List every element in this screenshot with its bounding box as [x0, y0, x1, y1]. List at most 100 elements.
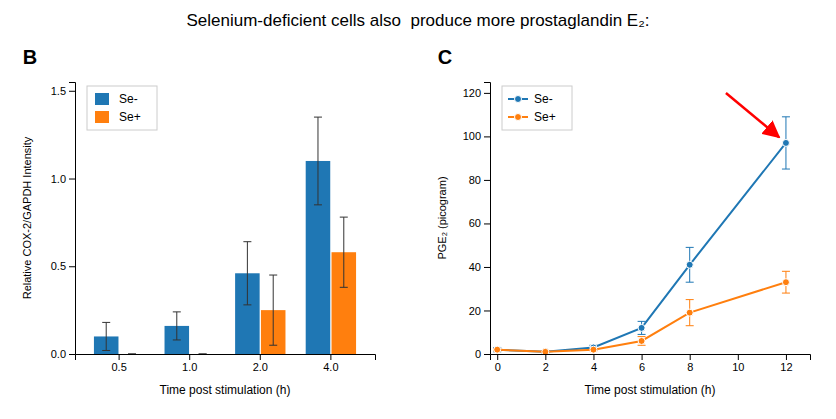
y-axis-tick-mark [69, 179, 75, 180]
y-axis-tick-label: 100 [463, 130, 481, 142]
legend: Se-Se+ [502, 86, 572, 130]
error-bar [340, 217, 348, 287]
marker [542, 348, 549, 354]
x-axis-tick-mark [189, 354, 190, 360]
y-axis-tick-mark [484, 136, 490, 137]
error-bar [173, 312, 181, 340]
x-axis-tick-label: 10 [732, 361, 744, 373]
error-bar [314, 117, 322, 205]
bar [120, 354, 145, 355]
plot-area [493, 117, 790, 354]
panel: 020406080100120024681012Time post stimul… [436, 83, 811, 398]
y-axis-tick-mark [484, 354, 490, 355]
y-axis-tick-mark [484, 93, 490, 94]
marker [782, 139, 789, 146]
marker [494, 346, 501, 353]
y-axis-title: Relative COX-2/GAPDH Intensity [21, 136, 33, 299]
legend-label: Se+ [119, 110, 141, 124]
x-axis-tick: 4.0 [323, 354, 338, 373]
legend-marker [515, 114, 522, 121]
y-axis-tick: 120 [463, 87, 490, 99]
y-axis-tick-mark [69, 266, 75, 267]
x-axis-tick: 4 [591, 354, 597, 373]
x-axis-tick-mark [690, 354, 691, 360]
y-axis-tick-label: 60 [469, 217, 481, 229]
x-axis-tick-label: 8 [687, 361, 693, 373]
x-axis-tick-label: 1.0 [182, 361, 197, 373]
x-axis-title: Time post stimulation (h) [160, 383, 291, 397]
legend-label: Se- [534, 92, 553, 106]
x-axis-tick-mark [642, 354, 643, 360]
x-axis: 0.5 1.0 2.0 4.0 [76, 354, 376, 373]
legend-box [502, 86, 572, 130]
y-axis-tick: 100 [463, 130, 490, 142]
error-bar [128, 354, 136, 355]
y-axis-tick-label: 40 [469, 261, 481, 273]
error-bar [686, 300, 694, 326]
y-axis-tick: 1.0 [51, 173, 75, 185]
y-axis-tick-label: 0.0 [51, 348, 66, 360]
error-bar [199, 354, 207, 355]
error-bar [638, 337, 646, 346]
y-axis-tick-label: 1.0 [51, 173, 66, 185]
y-axis-tick-label: 1.5 [51, 85, 66, 97]
marker [686, 261, 693, 268]
y-axis-tick: 0.5 [51, 260, 75, 272]
bar [190, 354, 215, 355]
y-axis-title: PGE₂ (picogram) [436, 176, 448, 259]
y-axis-tick: 0 [475, 348, 490, 360]
x-axis-title: Time post stimulation (h) [585, 383, 716, 397]
error-bar [269, 275, 277, 345]
x-axis-tick: 10 [732, 354, 744, 373]
x-axis-tick-label: 6 [639, 361, 645, 373]
panel-label: B [23, 46, 37, 68]
y-axis-tick-label: 80 [469, 174, 481, 186]
marker [494, 346, 501, 353]
arrow [726, 93, 779, 137]
x-axis-tick-mark [119, 354, 120, 360]
x-axis-tick: 6 [639, 354, 645, 373]
marker [782, 279, 789, 286]
x-axis-tick-label: 12 [780, 361, 792, 373]
error-bar [686, 247, 694, 282]
y-axis-tick-mark [484, 267, 490, 268]
x-axis-tick-mark [545, 354, 546, 360]
error-bar [243, 242, 251, 305]
y-axis: 0.0 0.5 1.0 1.5 [51, 83, 76, 361]
legend: Se- Se+ [87, 86, 157, 130]
marker [638, 324, 645, 331]
x-axis-tick-mark [330, 354, 331, 360]
x-axis-tick: 12 [780, 354, 792, 373]
error-bar [782, 271, 790, 293]
legend-swatch [95, 93, 109, 105]
x-axis-tick-mark [497, 354, 498, 360]
marker [686, 309, 693, 316]
y-axis-tick-label: 0.5 [51, 260, 66, 272]
legend-marker [515, 96, 522, 103]
x-axis-tick: 8 [687, 354, 693, 373]
y-axis-tick-mark [484, 310, 490, 311]
marker [542, 348, 549, 354]
chart: Selenium-deficient cells also produce mo… [0, 0, 836, 419]
x-axis-tick-label: 2 [543, 361, 549, 373]
title: Selenium-deficient cells also produce mo… [186, 11, 649, 30]
y-axis-tick-label: 120 [463, 87, 481, 99]
x-axis-tick-label: 4 [591, 361, 597, 373]
legend-label: Se- [119, 92, 138, 106]
x-axis-line [76, 355, 376, 361]
y-axis-tick-mark [69, 354, 75, 355]
x-axis-line [491, 355, 811, 361]
plot-area [94, 117, 356, 354]
y-axis-tick-mark [484, 223, 490, 224]
y-axis-tick: 0.0 [51, 348, 75, 360]
x-axis-tick: 0.5 [111, 354, 126, 373]
marker [638, 337, 645, 344]
y-axis-line [484, 83, 491, 355]
x-axis-tick: 2.0 [253, 354, 268, 373]
y-axis-tick-mark [69, 91, 75, 92]
y-axis-tick-label: 20 [469, 305, 481, 317]
panel-label: C [438, 46, 452, 68]
legend-swatch [95, 111, 109, 123]
x-axis-tick-label: 4.0 [323, 361, 338, 373]
x-axis-tick-mark [260, 354, 261, 360]
